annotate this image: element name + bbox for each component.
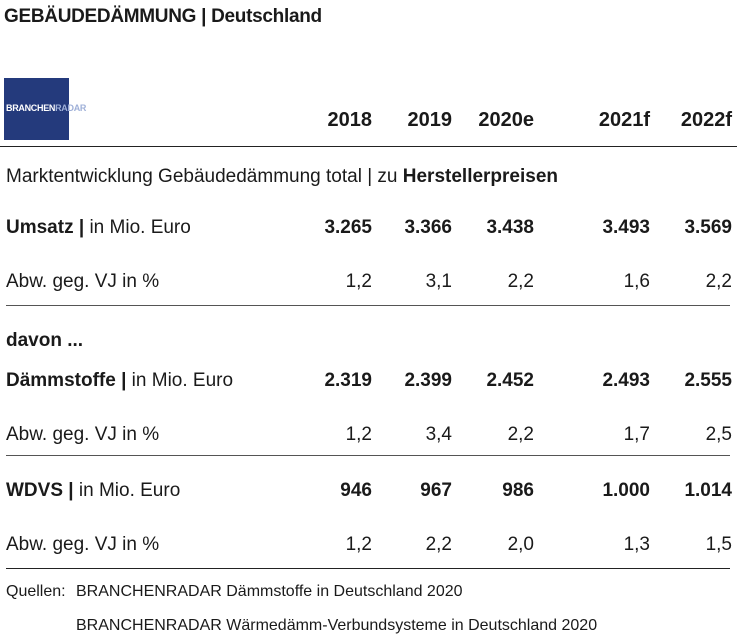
table-cell: 1,2	[345, 534, 372, 555]
row-label: Umsatz | in Mio. Euro	[6, 217, 191, 239]
row-label-text: in Mio. Euro	[84, 217, 191, 238]
row-label-text: in Mio. Euro	[126, 370, 234, 391]
table-cell: 1,3	[623, 534, 650, 555]
table-cell: 2.493	[602, 370, 650, 391]
row-label-text: Abw. geg. VJ in %	[6, 271, 160, 292]
column-header-2018: 2018	[327, 109, 373, 131]
column-header-2020e: 2020e	[478, 109, 534, 131]
row-label-bold: WDVS |	[6, 480, 74, 501]
row-label: Abw. geg. VJ in %	[6, 534, 159, 556]
sources-label: Quellen:	[6, 583, 66, 600]
table-cell: 1,2	[345, 271, 372, 292]
table-cell: 3.569	[684, 217, 732, 238]
row-label-text: in Mio. Euro	[73, 480, 181, 501]
table-cell: 3,4	[425, 424, 452, 445]
subheading-text: davon ...	[6, 330, 84, 351]
subheading: davon ...	[6, 330, 83, 352]
table-cell: 3.366	[404, 217, 452, 238]
table-cell: 2,5	[705, 424, 732, 445]
logo-text-main: BRANCHEN	[6, 103, 56, 113]
row-label-text: Abw. geg. VJ in %	[6, 534, 160, 555]
table-cell: 1.014	[684, 480, 732, 501]
table-cell: 3,1	[425, 271, 452, 292]
page-title: GEBÄUDEDÄMMUNG | Deutschland	[4, 6, 322, 27]
row-label: Dämmstoffe | in Mio. Euro	[6, 370, 233, 392]
logo-text-accent: RADAR	[55, 103, 87, 113]
row-label-bold: Umsatz |	[6, 217, 85, 238]
table-cell: 967	[420, 480, 452, 501]
footer-divider	[6, 568, 730, 569]
row-label-text: Abw. geg. VJ in %	[6, 424, 160, 445]
header-divider	[0, 146, 737, 147]
column-header-2022f: 2022f	[680, 109, 732, 131]
table-cell: 1,5	[705, 534, 732, 555]
table-cell: 986	[502, 480, 534, 501]
source-line-2: BRANCHENRADAR Wärmedämm-Verbundsysteme i…	[76, 617, 598, 634]
table-cell: 3.493	[602, 217, 650, 238]
branchenradar-logo: BRANCHENRADAR	[4, 78, 86, 140]
section-title-bold: Herstellerpreisen	[402, 166, 559, 187]
table-cell: 1.000	[602, 480, 650, 501]
table-cell: 2,2	[507, 271, 534, 292]
table-cell: 3.438	[486, 217, 534, 238]
section-title: Marktentwicklung Gebäudedämmung total | …	[6, 166, 558, 188]
row-divider-2	[6, 455, 730, 456]
column-header-2019: 2019	[407, 109, 453, 131]
row-label-bold: Dämmstoffe |	[6, 370, 127, 391]
row-label: Abw. geg. VJ in %	[6, 271, 159, 293]
section-title-text: Marktentwicklung Gebäudedämmung total | …	[6, 166, 403, 187]
table-cell: 2,0	[507, 534, 534, 555]
table-cell: 2.319	[324, 370, 372, 391]
table-cell: 2.555	[684, 370, 732, 391]
row-label: Abw. geg. VJ in %	[6, 424, 159, 446]
table-cell: 946	[340, 480, 372, 501]
table-cell: 1,2	[345, 424, 372, 445]
table-cell: 1,6	[623, 271, 650, 292]
row-label: WDVS | in Mio. Euro	[6, 480, 180, 502]
table-cell: 3.265	[324, 217, 372, 238]
table-cell: 2,2	[705, 271, 732, 292]
table-cell: 2.399	[404, 370, 452, 391]
table-cell: 2,2	[425, 534, 452, 555]
row-divider-1	[6, 305, 730, 306]
column-header-2021f: 2021f	[598, 109, 650, 131]
table-cell: 2.452	[486, 370, 534, 391]
table-cell: 2,2	[507, 424, 534, 445]
source-line-1: BRANCHENRADAR Dämmstoffe in Deutschland …	[76, 583, 463, 600]
table-cell: 1,7	[623, 424, 650, 445]
